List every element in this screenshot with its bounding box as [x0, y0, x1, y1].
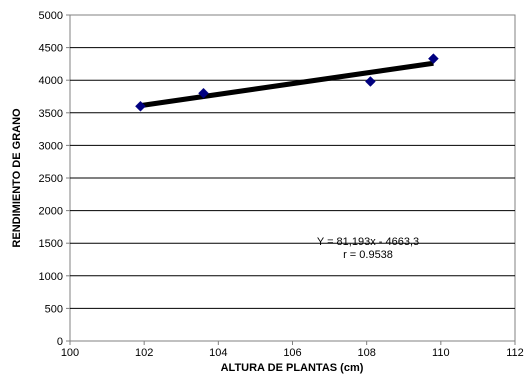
y-tick-label: 5000 [39, 10, 63, 22]
y-tick-label: 2500 [39, 173, 63, 185]
data-point [135, 100, 146, 112]
data-point [198, 87, 209, 99]
x-axis: 100 102 104 106 108 110 112 [61, 341, 524, 359]
y-tick-label: 2000 [39, 206, 63, 218]
x-tick-label: 108 [357, 347, 375, 359]
y-axis-title: RENDIMIENTO DE GRANO [11, 108, 23, 248]
y-tick-label: 1500 [39, 238, 63, 250]
data-series [135, 53, 439, 112]
y-tick-label: 0 [57, 336, 63, 348]
x-tick-label: 110 [432, 347, 450, 359]
y-axis: 0 500 1000 1500 2000 2500 3000 3500 4000 4500 5000 [39, 10, 70, 348]
x-tick-label: 106 [283, 347, 301, 359]
x-tick-label: 100 [61, 347, 79, 359]
y-tick-label: 500 [45, 303, 63, 315]
data-point [365, 76, 376, 87]
x-tick-label: 102 [135, 347, 153, 359]
correlation-coefficient: r = 0.9538 [343, 249, 393, 261]
y-tick-label: 1000 [39, 271, 63, 283]
trendline [140, 60, 434, 109]
gridlines [70, 47, 515, 309]
trendline-equation: Y = 81,193x - 4663,3 [317, 236, 419, 248]
y-tick-label: 4000 [39, 75, 63, 87]
y-tick-label: 3500 [39, 108, 63, 120]
y-tick-label: 4500 [39, 43, 63, 55]
x-axis-title: ALTURA DE PLANTAS (cm) [221, 362, 364, 374]
x-tick-label: 112 [506, 347, 524, 359]
x-tick-label: 104 [209, 347, 227, 359]
y-tick-label: 3000 [39, 140, 63, 152]
data-point [428, 53, 439, 65]
